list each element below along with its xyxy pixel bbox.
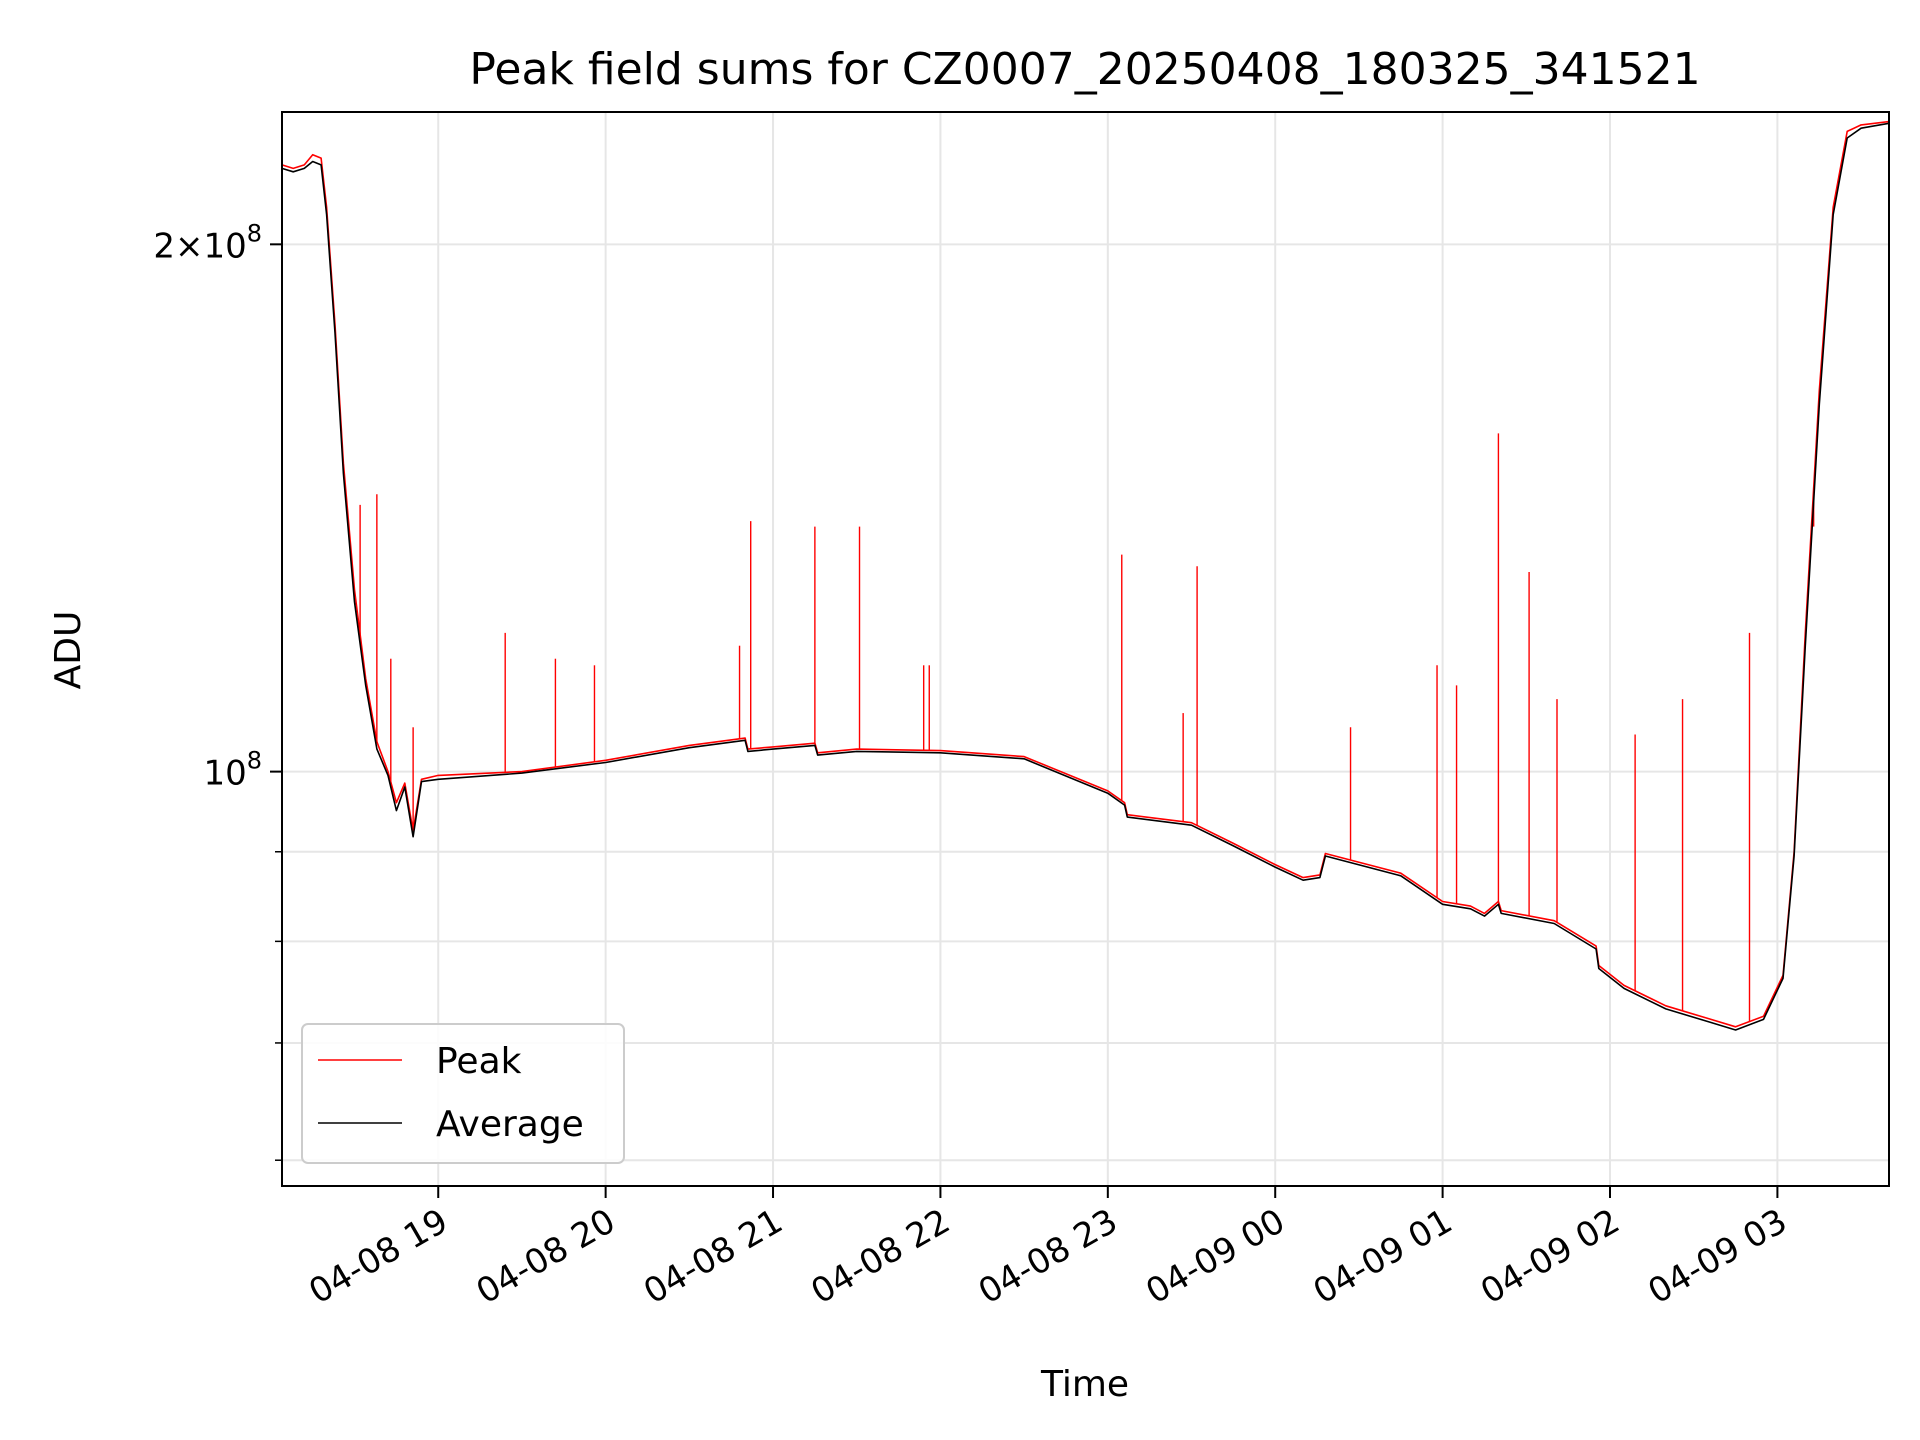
x-axis-label: Time: [1040, 1364, 1129, 1405]
legend: Peak Average: [301, 1023, 625, 1164]
series-line-peak: [281, 120, 1890, 1028]
legend-box: [301, 1023, 625, 1164]
y-axis-label: ADU: [48, 611, 89, 690]
plot-frame: [281, 111, 1890, 1187]
series-line-average: [281, 122, 1890, 1031]
y-tick-label: 2×108: [153, 219, 262, 266]
legend-average-label: Average: [436, 1104, 584, 1145]
y-tick-label: 108: [203, 747, 262, 794]
chart-title: Peak field sums for CZ0007_20250408_1803…: [469, 44, 1700, 95]
series-layer: [281, 120, 1890, 1031]
legend-peak-label: Peak: [436, 1041, 522, 1082]
series-average: [281, 122, 1890, 1031]
series-peak: [281, 120, 1890, 1028]
